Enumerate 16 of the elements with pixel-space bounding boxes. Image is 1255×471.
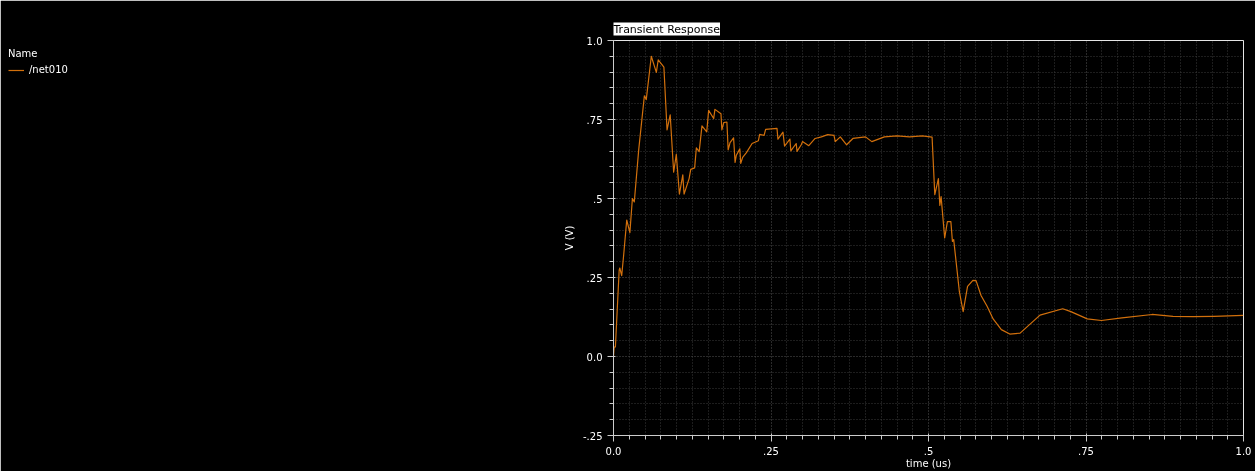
y-tick-label: .75 xyxy=(586,114,603,126)
x-tick-label: 0.0 xyxy=(605,445,622,457)
x-axis-title: time (us) xyxy=(905,457,952,469)
y-tick-label: .5 xyxy=(592,193,603,205)
x-tick-label: .75 xyxy=(1078,445,1094,457)
y-tick-label: 1.0 xyxy=(586,35,603,47)
y-tick-label: 0.0 xyxy=(586,351,603,363)
x-tick-label: 1.0 xyxy=(1235,445,1252,457)
x-tick-label: .25 xyxy=(763,445,779,457)
legend-label: /net010 xyxy=(29,64,68,75)
x-tick-label: .5 xyxy=(923,445,934,457)
y-tick-label: -.25 xyxy=(582,430,603,442)
y-tick-label: .25 xyxy=(586,272,603,284)
y-axis-title: V (V) xyxy=(563,225,575,251)
chart-title: Transient Response xyxy=(612,22,721,36)
legend-title: Name xyxy=(8,48,39,59)
